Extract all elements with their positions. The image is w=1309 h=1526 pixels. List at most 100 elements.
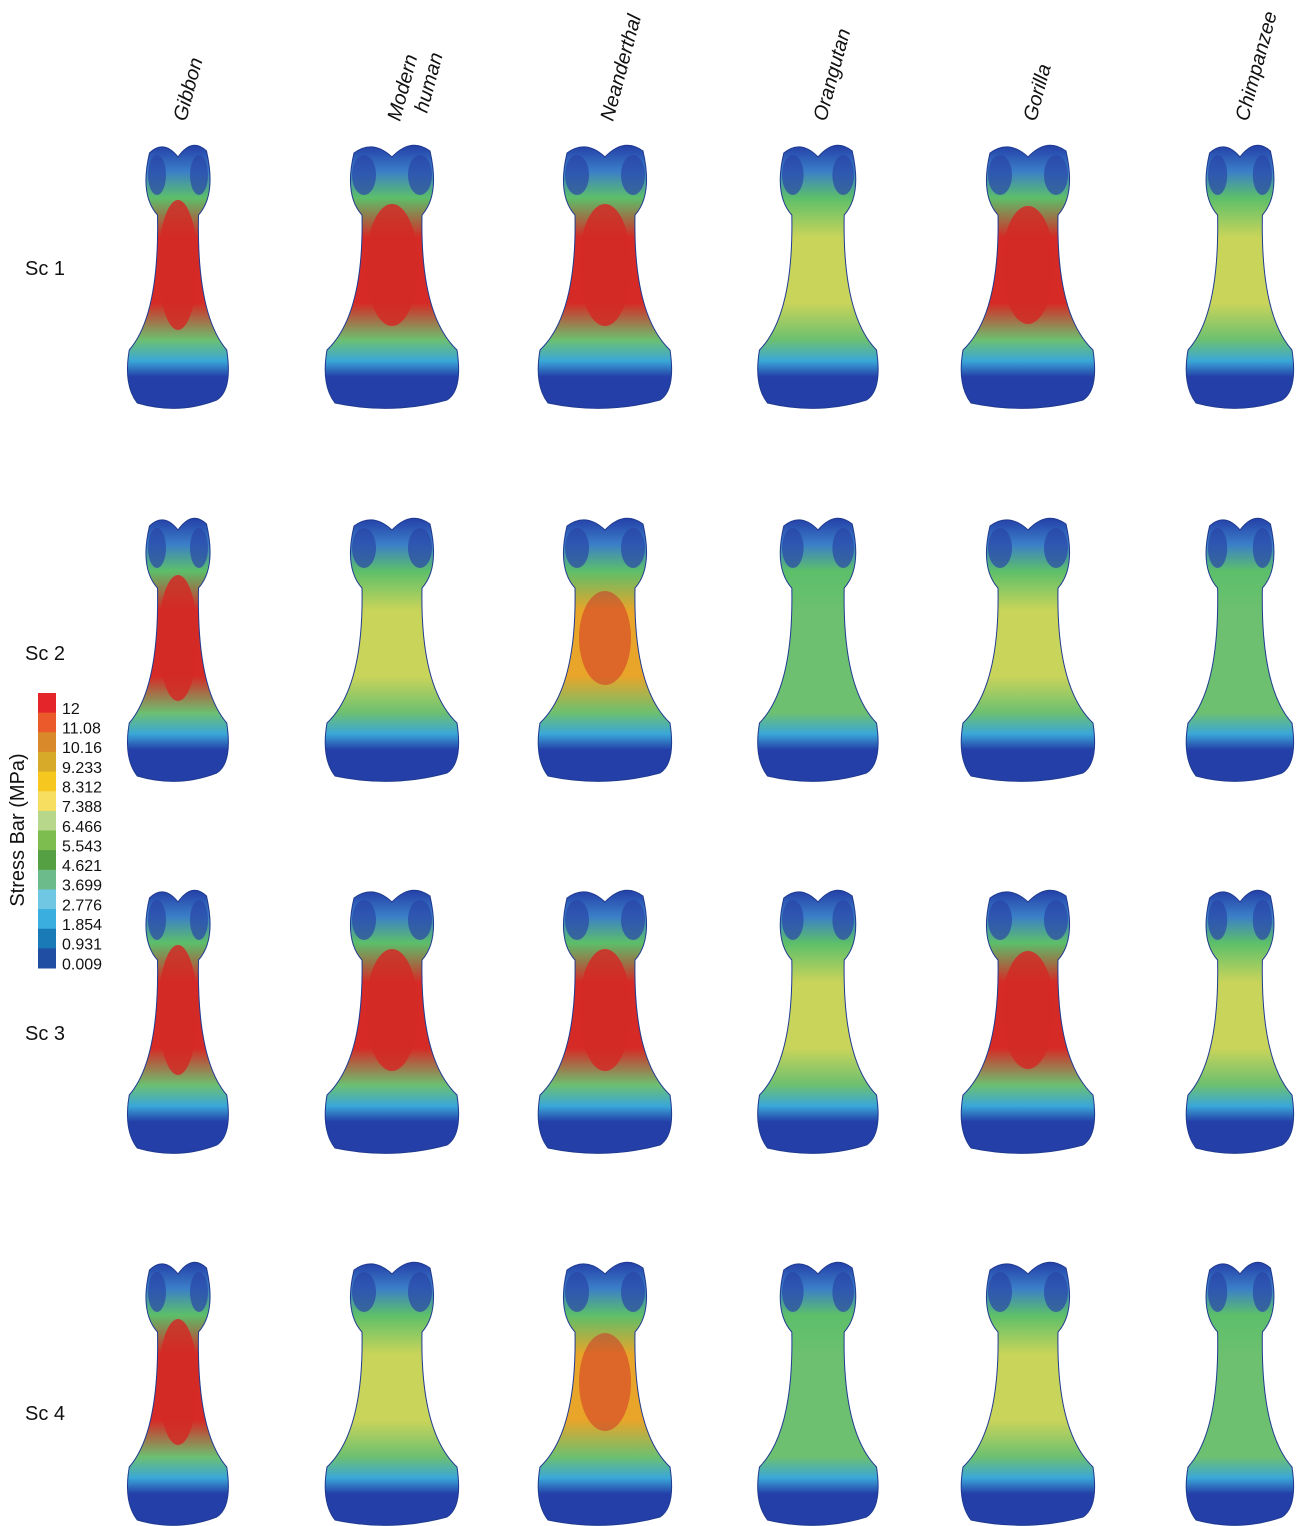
colorbar-label: 12 (62, 701, 80, 718)
condyle (408, 528, 432, 568)
colorbar-label: 2.776 (62, 897, 102, 914)
condyle (352, 1272, 376, 1312)
condyle (621, 900, 645, 940)
colorbar-label: 5.543 (62, 838, 102, 855)
condyle (988, 155, 1012, 195)
colorbar-swatch (38, 752, 56, 772)
condyle (408, 1272, 432, 1312)
condyle (190, 528, 208, 568)
bone (325, 518, 458, 781)
row-label: Sc 3 (25, 1023, 65, 1045)
column-label: Modernhuman (384, 44, 448, 129)
colorbar-label: 4.621 (62, 858, 102, 875)
condyle (988, 528, 1012, 568)
bone (758, 518, 878, 781)
condyle (1253, 1272, 1272, 1312)
colorbar-swatch (38, 772, 56, 792)
condyle (621, 155, 645, 195)
column-label: Chimpanzee (1232, 9, 1282, 123)
hot-spot (579, 591, 631, 685)
row-label: Sc 4 (25, 1403, 65, 1425)
colorbar-label: 3.699 (62, 878, 102, 895)
condyle (565, 155, 589, 195)
condyle (1208, 1272, 1227, 1312)
column-label: Gorilla (1020, 62, 1056, 124)
colorbar-label: 1.854 (62, 917, 102, 934)
condyle (565, 1272, 589, 1312)
colorbar-swatch (38, 713, 56, 733)
hot-spot (579, 1333, 631, 1431)
hot-spot (159, 945, 198, 1075)
colorbar-label: 8.312 (62, 779, 102, 796)
condyle (621, 1272, 645, 1312)
row-label: Sc 2 (25, 643, 65, 665)
condyle (988, 900, 1012, 940)
condyle (190, 155, 208, 195)
hot-spot (159, 575, 198, 701)
hot-spot (366, 949, 418, 1071)
row-label: Sc 1 (25, 258, 65, 280)
column-label: Neanderthal (597, 12, 647, 123)
column-label-line: Gibbon (170, 55, 208, 123)
colorbar-swatch (38, 791, 56, 811)
condyle (148, 900, 166, 940)
column-label: Gibbon (170, 55, 208, 123)
condyle (352, 528, 376, 568)
colorbar-swatch (38, 693, 56, 713)
condyle (1253, 155, 1272, 195)
condyle (1253, 900, 1272, 940)
condyle (832, 900, 854, 940)
column-label-line: Chimpanzee (1232, 9, 1282, 123)
hot-spot (159, 1319, 198, 1445)
hot-spot (579, 204, 631, 326)
colorbar-label: 6.466 (62, 819, 102, 836)
bone (1186, 1262, 1293, 1525)
condyle (1044, 900, 1068, 940)
colorbar-swatch (38, 909, 56, 929)
condyle (782, 155, 804, 195)
colorbar-label: 0.931 (62, 937, 102, 954)
colorbar-swatch (38, 831, 56, 851)
condyle (832, 1272, 854, 1312)
bone (758, 145, 878, 408)
condyle (782, 528, 804, 568)
condyle (190, 900, 208, 940)
bone (1186, 890, 1293, 1153)
hot-spot (579, 949, 631, 1071)
bone (758, 1262, 878, 1525)
colorbar-swatch (38, 948, 56, 968)
condyle (1044, 1272, 1068, 1312)
bone (1186, 518, 1293, 781)
figure: Gibbon Modernhuman Neanderthal Orangutan Gor… (0, 0, 1309, 1526)
bone (325, 1262, 458, 1525)
colorbar-swatch (38, 929, 56, 949)
condyle (1253, 528, 1272, 568)
colorbar-swatch (38, 732, 56, 752)
condyle (832, 528, 854, 568)
condyle (621, 528, 645, 568)
column-label-line: Gorilla (1020, 62, 1056, 124)
condyle (1208, 155, 1227, 195)
condyle (988, 1272, 1012, 1312)
hot-spot (159, 200, 198, 330)
colorbar-swatch (38, 850, 56, 870)
condyle (565, 900, 589, 940)
condyle (782, 1272, 804, 1312)
colorbar-title: Stress Bar (MPa) (7, 753, 29, 906)
colorbar-label: 0.009 (62, 956, 102, 973)
bone (961, 1262, 1094, 1525)
condyle (148, 155, 166, 195)
hot-spot (1002, 951, 1054, 1069)
colorbar-swatch (38, 870, 56, 890)
hot-spot (366, 204, 418, 326)
condyle (148, 1272, 166, 1312)
hot-spot (1002, 206, 1054, 324)
column-label: Orangutan (810, 26, 856, 123)
condyle (832, 155, 854, 195)
condyle (408, 155, 432, 195)
colorbar-label: 9.233 (62, 760, 102, 777)
condyle (408, 900, 432, 940)
colorbar-swatch (38, 889, 56, 909)
condyle (148, 528, 166, 568)
colorbar-label: 10.16 (62, 740, 102, 757)
